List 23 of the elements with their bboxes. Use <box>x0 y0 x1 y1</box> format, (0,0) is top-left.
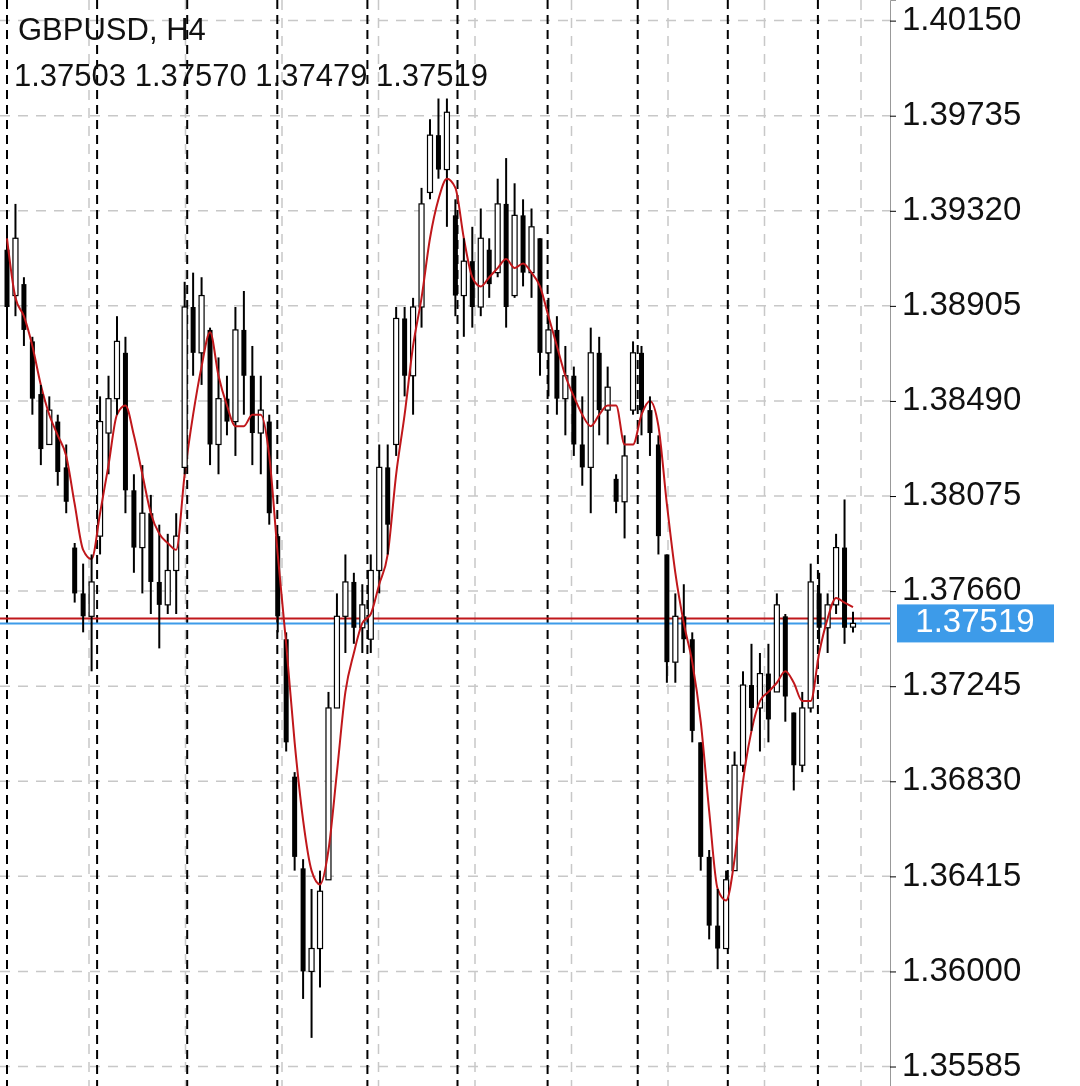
candlestick <box>308 887 315 1039</box>
candlestick <box>80 562 86 634</box>
y-tick-label: 1.36830 <box>902 760 1022 798</box>
candlestick <box>156 523 162 650</box>
candlestick <box>562 344 569 437</box>
y-tick-label: 1.36000 <box>902 950 1022 988</box>
candlestick <box>715 887 721 971</box>
chart-title: GBPUSD, H4 <box>18 12 206 47</box>
candlestick <box>613 473 619 515</box>
candlestick <box>849 610 857 634</box>
candlestick <box>579 395 585 487</box>
y-tick-label: 1.38075 <box>902 475 1022 513</box>
y-tick-label: 1.38905 <box>902 285 1022 323</box>
candlestick <box>748 642 754 732</box>
candlestick <box>647 395 653 457</box>
y-tick-label: 1.39735 <box>902 94 1022 132</box>
y-tick-label: 1.36415 <box>902 855 1022 893</box>
y-tick-label: 1.35585 <box>902 1045 1022 1083</box>
text: 1.37503 1.37570 1.37479 1.37519 <box>14 58 489 93</box>
y-tick-label: 1.40150 <box>902 0 1022 37</box>
y-tick-label: 1.37245 <box>902 665 1022 703</box>
y-tick-label: 1.39320 <box>902 190 1022 227</box>
y-tick-label: 1.38490 <box>902 380 1022 418</box>
